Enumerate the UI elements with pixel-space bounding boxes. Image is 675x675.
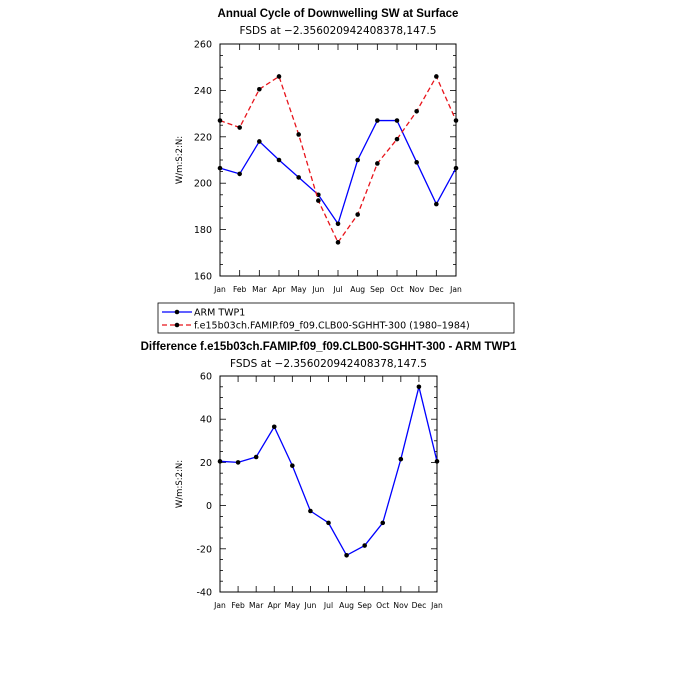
y-tick-label: -20 bbox=[196, 544, 212, 555]
series-line bbox=[219, 75, 457, 244]
y-tick-label: 180 bbox=[194, 225, 212, 236]
data-point bbox=[335, 221, 341, 227]
annual-cycle-panel: Annual Cycle of Downwelling SW at Surfac… bbox=[175, 8, 462, 294]
legend: ARM TWP1 f.e15b03ch.FAMIP.f09_f09.CLB00-S… bbox=[157, 302, 515, 334]
x-tick-label: Nov bbox=[409, 285, 424, 294]
x-tick-label: Jul bbox=[332, 285, 342, 294]
x-tick-label: Dec bbox=[412, 601, 427, 610]
data-point bbox=[414, 160, 419, 165]
data-point bbox=[394, 118, 400, 123]
x-tick-label: Nov bbox=[393, 601, 408, 610]
axes: -40 -20 0 20 40 60 Jan Feb Mar Apr May Jun Jul Aug Sep… bbox=[196, 372, 443, 611]
x-tick-label: May bbox=[284, 601, 300, 610]
plot-frame bbox=[219, 375, 438, 593]
difference-panel: Difference f.e15b03ch.FAMIP.f09_f09.CLB0… bbox=[141, 341, 517, 610]
data-point bbox=[355, 212, 360, 217]
data-point bbox=[375, 161, 380, 166]
data-point bbox=[453, 118, 459, 123]
x-tick-label: Apr bbox=[272, 285, 286, 294]
series-group bbox=[217, 74, 459, 245]
x-tick-label: Oct bbox=[390, 285, 403, 294]
x-tick-label: Jan bbox=[430, 601, 443, 610]
x-tick-label: Mar bbox=[249, 601, 264, 610]
chart-title: Annual Cycle of Downwelling SW at Surfac… bbox=[218, 8, 459, 20]
y-tick-label: 260 bbox=[194, 40, 212, 51]
data-point bbox=[276, 157, 282, 163]
data-point bbox=[380, 520, 386, 526]
y-tick-label: 20 bbox=[200, 458, 212, 469]
y-tick-label: 160 bbox=[194, 272, 212, 283]
data-point bbox=[217, 118, 223, 123]
data-point bbox=[276, 74, 282, 79]
x-tick-label: Feb bbox=[231, 601, 245, 610]
data-point bbox=[257, 139, 262, 144]
data-point bbox=[362, 543, 367, 548]
x-tick-label: May bbox=[291, 285, 307, 294]
legend-box bbox=[157, 302, 515, 334]
data-point bbox=[296, 132, 301, 137]
y-axis-label: W/m:S:2:N: bbox=[175, 460, 185, 508]
data-point bbox=[257, 86, 262, 92]
y-tick-label: 200 bbox=[194, 179, 212, 190]
data-point bbox=[253, 454, 259, 460]
data-point bbox=[237, 171, 242, 177]
x-tick-label: Oct bbox=[376, 601, 389, 610]
data-point bbox=[434, 459, 440, 464]
x-tick-label: Sep bbox=[358, 601, 372, 610]
x-tick-label: Dec bbox=[429, 285, 444, 294]
legend-label: f.e15b03ch.FAMIP.f09_f09.CLB00-SGHHT-300… bbox=[194, 321, 470, 332]
y-tick-label: 40 bbox=[200, 415, 212, 426]
data-point bbox=[375, 118, 380, 123]
x-tick-label: Jan bbox=[449, 285, 462, 294]
legend-label: ARM TWP1 bbox=[194, 308, 245, 319]
y-tick-label: 240 bbox=[194, 86, 212, 97]
x-tick-label: Jun bbox=[311, 285, 324, 294]
data-point bbox=[414, 108, 419, 114]
data-point bbox=[344, 552, 349, 558]
data-point bbox=[326, 520, 331, 526]
data-point bbox=[217, 165, 223, 171]
series-line bbox=[219, 119, 457, 226]
data-point bbox=[335, 240, 341, 245]
x-tick-label: Aug bbox=[339, 601, 354, 610]
y-axis-label: W/m:S:2:N: bbox=[175, 136, 185, 184]
data-point bbox=[434, 201, 439, 207]
axes: 160 180 200 220 240 260 Jan Feb Mar Apr May Jun Jul A… bbox=[194, 40, 462, 295]
x-tick-label: Jun bbox=[303, 601, 316, 610]
data-point bbox=[296, 175, 301, 180]
data-point bbox=[271, 424, 277, 430]
chart-title: Difference f.e15b03ch.FAMIP.f09_f09.CLB0… bbox=[141, 341, 517, 353]
data-point bbox=[394, 136, 400, 142]
data-point bbox=[434, 74, 439, 79]
x-tick-label: Feb bbox=[233, 285, 247, 294]
data-point bbox=[217, 459, 223, 464]
x-tick-label: Jan bbox=[213, 601, 226, 610]
series-group bbox=[217, 384, 440, 558]
x-tick-label: Jul bbox=[323, 601, 333, 610]
data-point bbox=[308, 508, 313, 514]
series-line bbox=[219, 386, 438, 557]
data-point bbox=[453, 165, 459, 171]
y-tick-label: 0 bbox=[206, 501, 212, 512]
y-tick-label: -40 bbox=[196, 588, 212, 599]
legend-marker bbox=[174, 322, 180, 328]
x-tick-label: Jan bbox=[213, 285, 226, 294]
x-tick-label: Sep bbox=[370, 285, 384, 294]
x-tick-label: Mar bbox=[252, 285, 267, 294]
legend-marker bbox=[174, 309, 180, 315]
data-point bbox=[416, 384, 422, 390]
x-tick-label: Apr bbox=[268, 601, 282, 610]
data-point bbox=[398, 456, 404, 462]
data-point bbox=[355, 157, 360, 163]
y-tick-label: 60 bbox=[200, 372, 212, 383]
y-tick-label: 220 bbox=[194, 132, 212, 143]
data-point bbox=[290, 463, 295, 468]
data-point bbox=[316, 198, 321, 203]
data-point bbox=[237, 125, 242, 130]
chart-subtitle: FSDS at −2.356020942408378,147.5 bbox=[230, 358, 427, 370]
data-point bbox=[235, 460, 241, 465]
x-tick-label: Aug bbox=[350, 285, 365, 294]
chart-subtitle: FSDS at −2.356020942408378,147.5 bbox=[240, 25, 437, 37]
